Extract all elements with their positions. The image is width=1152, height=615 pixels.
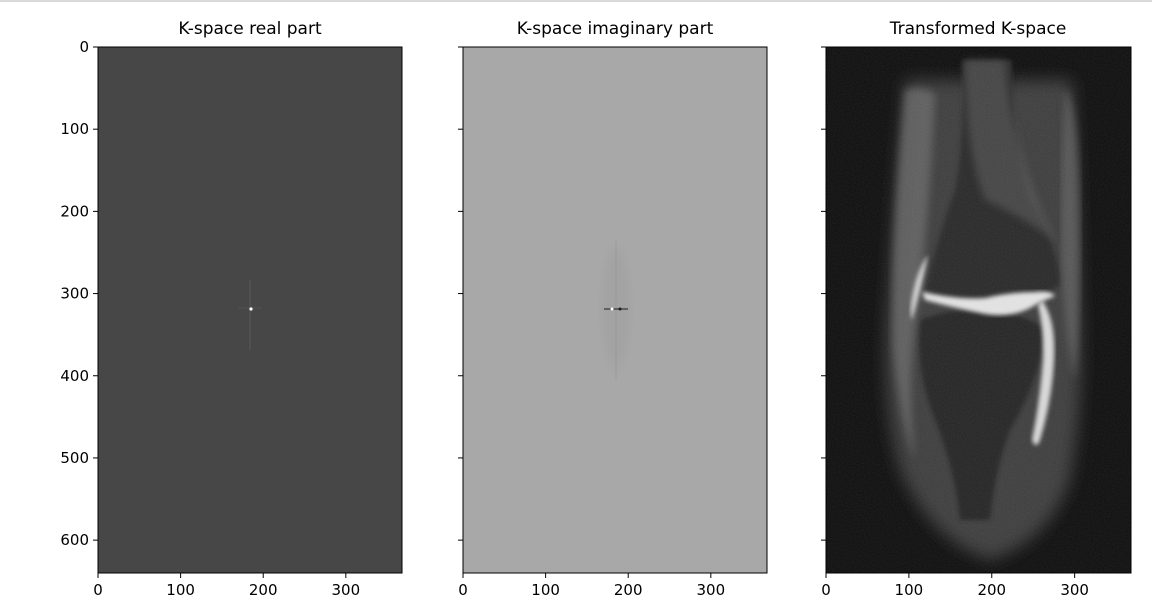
panel-title-transformed: Transformed K-space — [889, 19, 1067, 39]
knee-mri — [826, 47, 1131, 573]
x-tick-label-2-3: 300 — [1060, 581, 1089, 599]
panel-real: K-space real part 0 100 200 300 0 100 200 300 40… — [60, 19, 403, 599]
x-tick-label-2-1: 100 — [895, 581, 924, 599]
y-tick-label-0-6: 600 — [60, 531, 89, 549]
x-tick-label-0-2: 200 — [249, 581, 278, 599]
y-tick-label-0-1: 100 — [60, 120, 89, 138]
x-tick-label-1-3: 300 — [697, 581, 726, 599]
panel-imaginary: K-space imaginary part 0 100 200 300 — [458, 19, 768, 599]
panel-title-imaginary: K-space imaginary part — [517, 19, 714, 39]
kspace-center-imaginary — [602, 240, 630, 380]
top-border — [0, 0, 1152, 2]
x-tick-label-2-0: 0 — [821, 581, 831, 599]
x-tick-label-2-2: 200 — [977, 581, 1006, 599]
panel-transformed: Transformed K-space 0 100 200 300 — [821, 19, 1132, 599]
y-tick-label-0-3: 300 — [60, 285, 89, 303]
y-tick-label-0-0: 0 — [79, 38, 89, 56]
x-tick-label-0-3: 300 — [332, 581, 361, 599]
x-tick-label-1-2: 200 — [614, 581, 643, 599]
kspace-center-real — [238, 280, 262, 350]
panel-title-real: K-space real part — [178, 19, 322, 39]
y-tick-label-0-5: 500 — [60, 449, 89, 467]
y-tick-label-0-4: 400 — [60, 367, 89, 385]
x-tick-label-1-1: 100 — [531, 581, 560, 599]
x-tick-label-1-0: 0 — [458, 581, 468, 599]
y-tick-label-0-2: 200 — [60, 202, 89, 220]
x-tick-label-0-0: 0 — [93, 581, 103, 599]
x-tick-label-0-1: 100 — [166, 581, 195, 599]
